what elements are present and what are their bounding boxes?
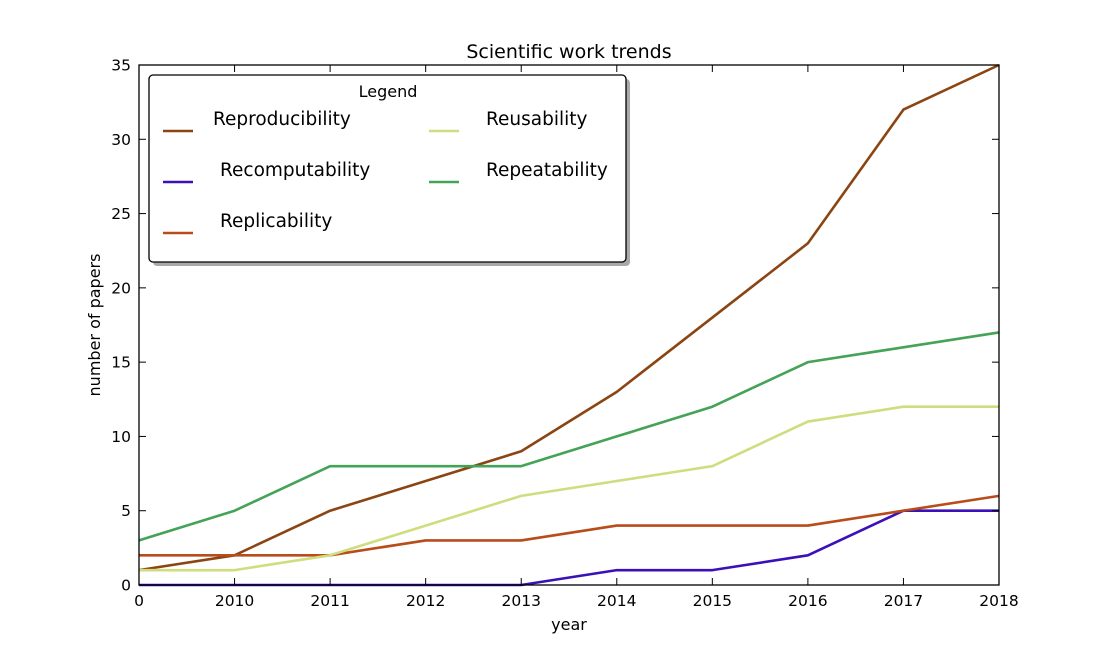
legend-label-reproducibility: Reproducibility: [213, 109, 351, 130]
legend: Legend ReproducibilityRecomputabilityRep…: [148, 74, 630, 266]
y-tick-label: 10: [111, 428, 131, 446]
x-tick-label: 2015: [693, 592, 732, 610]
y-tick-label: 25: [111, 205, 131, 223]
x-tick-label: 2016: [788, 592, 827, 610]
x-tick-label: 2012: [406, 592, 445, 610]
ticks-layer: 0 2010 2011 2012 2013 2014 2015 2016 2017 2018051…: [111, 57, 1018, 611]
y-tick-label: 15: [111, 354, 131, 372]
legend-label-reusability: Reusability: [486, 109, 588, 130]
y-tick-label: 30: [111, 131, 131, 149]
series-line-recomputability: [139, 509, 999, 587]
x-tick-label: 0: [134, 592, 144, 610]
plot-frame: [138, 64, 1000, 586]
legend-label-repeatability: Repeatability: [486, 160, 608, 181]
legend-label-recomputability: Recomputability: [220, 160, 370, 181]
x-tick-label: 2010: [215, 592, 254, 610]
x-axis-label: year: [551, 615, 587, 634]
legend-label-replicability: Replicability: [220, 211, 332, 232]
series-line-replicability: [139, 494, 1000, 557]
x-tick-label: 2014: [597, 592, 636, 610]
x-tick-label: 2018: [979, 592, 1018, 610]
x-tick-label: 2013: [501, 592, 540, 610]
y-tick-label: 5: [121, 502, 131, 520]
y-tick-label: 20: [111, 279, 131, 297]
y-tick-label: 35: [111, 57, 131, 75]
y-tick-label: 0: [121, 577, 131, 595]
y-axis-label: number of papers: [85, 254, 104, 397]
series-line-reproducibility: [138, 63, 1000, 572]
series-line-reusability: [139, 405, 999, 572]
legend-title: Legend: [359, 82, 418, 101]
legend-box: [148, 74, 627, 263]
series-line-repeatability: [138, 331, 1000, 542]
legend-items: Reproducibility Recomputability Replicabil…: [163, 109, 608, 235]
series-layer: [138, 63, 1000, 587]
x-tick-label: 2011: [310, 592, 349, 610]
chart-title: Scientific work trends: [466, 41, 671, 63]
x-tick-label: 2017: [884, 592, 923, 610]
